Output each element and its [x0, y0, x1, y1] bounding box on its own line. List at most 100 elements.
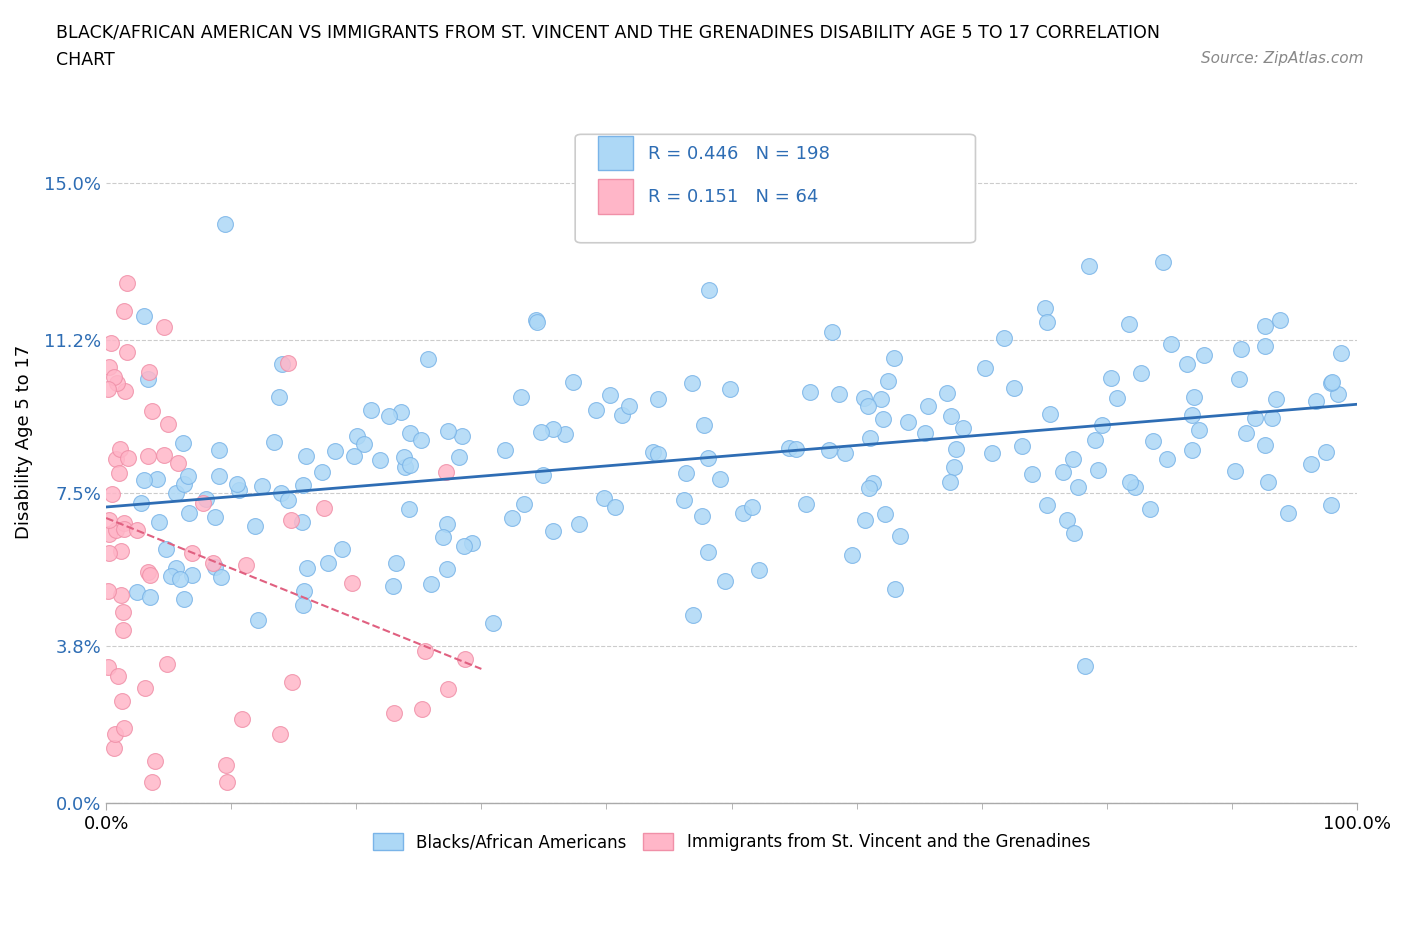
Point: [437, 682, 460, 697]
Point: [134, 309, 156, 324]
Point: [714, 573, 737, 588]
Point: [883, 351, 905, 365]
Point: [1223, 464, 1246, 479]
Point: [748, 563, 770, 578]
Point: [451, 429, 474, 444]
Point: [1234, 426, 1257, 441]
Point: [263, 434, 285, 449]
Point: [1181, 408, 1204, 423]
Point: [1320, 375, 1343, 390]
Point: [1257, 474, 1279, 489]
Point: [1002, 381, 1025, 396]
Point: [718, 382, 741, 397]
Point: [107, 465, 129, 480]
Point: [101, 487, 124, 502]
Point: [1139, 501, 1161, 516]
Point: [603, 499, 626, 514]
Point: [1084, 432, 1107, 447]
Point: [139, 590, 162, 604]
Point: [697, 450, 720, 465]
Point: [619, 398, 641, 413]
Point: [785, 441, 807, 456]
Point: [209, 569, 232, 584]
Point: [1277, 505, 1299, 520]
Point: [115, 275, 138, 290]
Point: [945, 442, 967, 457]
Point: [585, 403, 607, 418]
Point: [235, 557, 257, 572]
Point: [112, 604, 135, 619]
Point: [709, 472, 731, 486]
Point: [246, 612, 269, 627]
Point: [1330, 346, 1353, 361]
Point: [858, 398, 880, 413]
Point: [449, 449, 471, 464]
Point: [460, 536, 482, 551]
Point: [794, 497, 817, 512]
Point: [936, 386, 959, 401]
Point: [193, 496, 215, 511]
Point: [1099, 371, 1122, 386]
Point: [859, 431, 882, 445]
Point: [346, 429, 368, 444]
Point: [681, 376, 703, 391]
Point: [1078, 259, 1101, 273]
Point: [125, 584, 148, 599]
Point: [98, 545, 121, 560]
Point: [531, 468, 554, 483]
Point: [1153, 254, 1175, 269]
Point: [114, 384, 136, 399]
Point: [1315, 445, 1337, 459]
Point: [104, 523, 127, 538]
Point: [1011, 439, 1033, 454]
Text: Source: ZipAtlas.com: Source: ZipAtlas.com: [1201, 51, 1364, 66]
Point: [330, 542, 353, 557]
Point: [647, 446, 669, 461]
Point: [411, 701, 433, 716]
Point: [181, 545, 204, 560]
Point: [316, 556, 339, 571]
Point: [1074, 658, 1097, 673]
Point: [938, 475, 960, 490]
Point: [277, 355, 299, 370]
Point: [1105, 391, 1128, 405]
Point: [453, 652, 475, 667]
Point: [136, 449, 159, 464]
Point: [453, 538, 475, 553]
Point: [360, 403, 382, 418]
Point: [942, 459, 965, 474]
Point: [1091, 418, 1114, 432]
Text: R = 0.446   N = 198: R = 0.446 N = 198: [648, 145, 830, 163]
Point: [169, 571, 191, 586]
Point: [873, 507, 896, 522]
Point: [981, 445, 1004, 460]
Point: [1063, 525, 1085, 540]
Point: [1182, 390, 1205, 405]
Point: [314, 500, 336, 515]
Point: [853, 512, 876, 527]
Point: [741, 500, 763, 515]
Point: [641, 445, 664, 459]
Point: [1254, 339, 1277, 353]
Point: [897, 415, 920, 430]
Point: [194, 492, 217, 507]
Point: [1052, 464, 1074, 479]
Point: [1320, 498, 1343, 512]
Point: [231, 711, 253, 726]
Point: [1056, 512, 1078, 527]
Point: [877, 374, 900, 389]
Point: [156, 657, 179, 671]
Point: [1160, 337, 1182, 352]
Point: [292, 584, 315, 599]
Text: CHART: CHART: [56, 51, 115, 69]
Point: [141, 775, 163, 790]
Point: [1192, 347, 1215, 362]
Point: [214, 758, 236, 773]
Point: [157, 417, 180, 432]
Point: [252, 479, 274, 494]
Point: [561, 374, 583, 389]
Point: [323, 444, 346, 458]
Point: [1039, 406, 1062, 421]
Point: [941, 408, 963, 423]
Point: [115, 344, 138, 359]
